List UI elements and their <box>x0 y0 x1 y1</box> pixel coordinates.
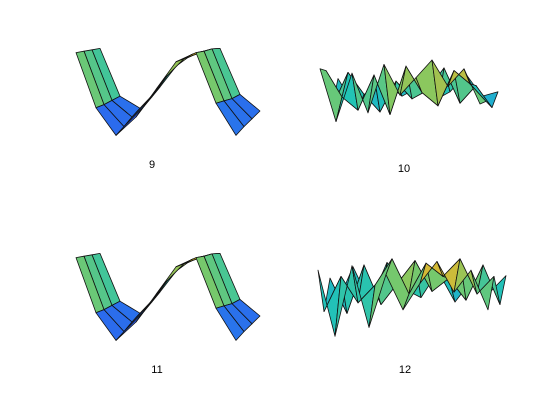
surface-plot-12 <box>318 259 506 336</box>
subplot-label-10: 10 <box>398 163 410 175</box>
subplot-10: 10 <box>320 60 498 175</box>
subplot-label-9: 9 <box>149 159 155 171</box>
subplot-11: 11 <box>76 253 260 376</box>
surface-plot-10 <box>320 60 498 122</box>
subplot-12: 12 <box>318 259 506 376</box>
subplot-9: 9 <box>76 48 260 171</box>
subplot-label-12: 12 <box>399 364 411 376</box>
surface-plot-11 <box>76 253 260 340</box>
surface-plot-9 <box>76 48 260 135</box>
subplot-label-11: 11 <box>151 364 162 376</box>
